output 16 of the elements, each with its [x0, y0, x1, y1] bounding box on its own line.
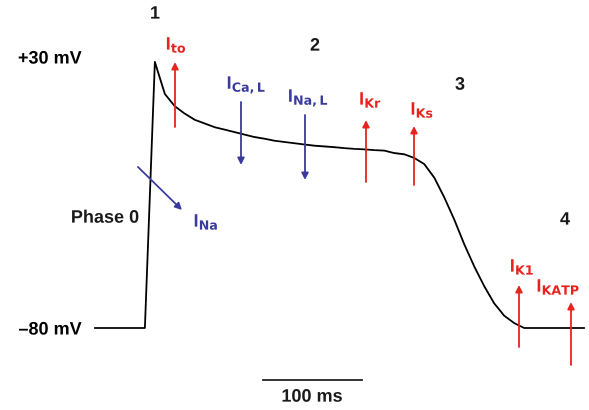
annotation: I$_{Ks}$	[412, 102, 432, 118]
text: I$_{to}$	[166, 37, 186, 53]
annotation: I$_{K1}$	[511, 259, 533, 275]
text: 100 ms	[282, 389, 342, 402]
y-tick-label: –80 mV	[18, 322, 82, 335]
annotation: I$_{Na,L}$	[289, 89, 328, 107]
annotation: Phase 0	[72, 210, 138, 223]
annotation: I$_{Kr}$	[360, 92, 380, 108]
annotation: I$_{KATP}$	[538, 279, 579, 295]
annotation: I$_{Na}$	[194, 214, 217, 230]
text: 1	[151, 6, 160, 19]
annotation: 3	[455, 77, 464, 90]
text: 2	[310, 38, 320, 51]
annotation: I$_{Ca,L}$	[228, 76, 265, 94]
annotation: 4	[560, 212, 570, 225]
y-tick-label: +30 mV	[18, 50, 82, 64]
